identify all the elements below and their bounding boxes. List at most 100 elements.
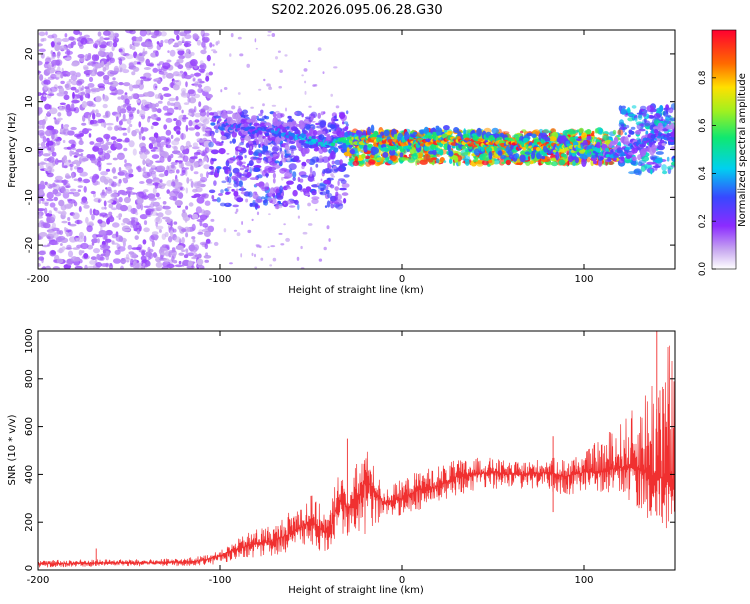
spectrogram-cell	[154, 94, 159, 99]
spectrogram-cell	[96, 71, 105, 76]
spectrogram-cell	[129, 123, 133, 128]
spectrogram-cell	[256, 174, 263, 179]
spectrogram-cell	[67, 199, 76, 204]
spectrogram-cell	[50, 129, 59, 135]
spectrogram-cell	[154, 78, 161, 81]
spectrogram-cell	[384, 156, 390, 163]
spectrogram-cell	[175, 96, 179, 101]
spectrogram-cell	[70, 74, 78, 81]
spectrogram-cell	[112, 77, 116, 81]
spectrogram-cell	[110, 136, 117, 141]
spectrogram-cell	[481, 160, 489, 166]
spectrogram-cell	[585, 129, 592, 135]
spectrogram-cell	[318, 119, 327, 126]
spectrogram-cell	[38, 215, 44, 219]
spectrogram-cell	[48, 183, 58, 188]
spectrogram-ridge-cell	[231, 131, 237, 138]
spectrogram-cell	[76, 237, 85, 243]
spectrogram-cell	[208, 189, 216, 194]
spectrogram-cell	[51, 151, 57, 157]
spectrogram-cell	[646, 105, 655, 113]
spectrogram-cell	[214, 141, 221, 145]
spectrogram-cell	[309, 172, 313, 177]
spectrogram-cell	[282, 159, 285, 163]
spectrogram-cell	[174, 236, 181, 243]
spectrogram-cell	[178, 104, 182, 111]
spectrogram-cell	[232, 138, 236, 144]
spectrogram-cell	[151, 240, 155, 247]
spectrogram-cell	[279, 150, 285, 155]
spectrogram-cell	[45, 213, 53, 217]
spectrogram-cell	[505, 159, 511, 165]
spectrogram-cell	[83, 66, 89, 71]
spectrogram-cell	[208, 165, 214, 170]
spectrogram-cell	[399, 157, 408, 161]
spectrogram-ridge-cell	[389, 149, 396, 156]
spectrogram-cell	[258, 88, 262, 91]
spectrogram-ridge-cell	[536, 147, 541, 152]
spectrogram-cell	[64, 227, 67, 232]
spectrogram-cell	[317, 47, 322, 51]
spectrogram-cell	[286, 186, 291, 190]
spectrogram-cell	[205, 252, 209, 256]
spectrogram-cell	[72, 147, 77, 151]
spectrogram-cell	[153, 83, 158, 91]
spectrogram-cell	[138, 82, 145, 90]
spectrogram-cell	[131, 107, 137, 111]
spectrogram-ridge-cell	[356, 130, 363, 136]
spectrogram-cell	[97, 238, 100, 244]
spectrogram-cell	[285, 107, 287, 112]
spectrogram-cell	[443, 129, 447, 133]
spectrogram-cell	[53, 207, 58, 211]
spectrogram-cell	[231, 175, 238, 180]
spectrogram-cell	[48, 156, 55, 164]
spectrogram-cell	[198, 68, 206, 73]
spectrogram-cell	[108, 51, 114, 58]
spectrogram-cell	[185, 187, 188, 194]
spectrogram-cell	[301, 165, 305, 170]
colorbar-tick-label: 0.8	[698, 70, 708, 85]
spectrogram-cell	[633, 168, 642, 175]
spectrogram-cell	[78, 231, 84, 239]
spectrogram-cell	[211, 195, 215, 200]
spectrogram-cell	[240, 253, 243, 258]
spectrogram-ridge-cell	[330, 142, 336, 147]
spectrogram-cell	[167, 155, 172, 163]
spectrogram-cell	[147, 116, 152, 119]
spectrogram-cell	[334, 195, 338, 202]
spectrogram-cell	[637, 114, 643, 121]
spectrogram-cell	[168, 169, 174, 174]
spectrogram-cell	[245, 142, 250, 148]
spectrogram-cell	[190, 165, 194, 172]
spectrogram-cell	[142, 166, 146, 173]
spectrogram-cell	[192, 78, 196, 82]
spectrogram-cell	[272, 164, 281, 169]
spectrogram-cell	[124, 137, 130, 143]
spectrogram-cell	[133, 40, 140, 48]
spectrogram-cell	[246, 166, 251, 170]
spectrogram-cell	[178, 192, 184, 199]
page-title: S202.2026.095.06.28.G30	[271, 3, 442, 18]
spectrogram-cell	[343, 198, 347, 204]
spectrogram-ridge-cell	[593, 160, 597, 164]
spectrogram-cell	[641, 155, 650, 162]
spectrogram-cell	[51, 133, 55, 140]
spectrogram-cell	[48, 230, 57, 237]
spectrogram-cell	[258, 113, 263, 117]
spectrogram-cell	[247, 229, 252, 234]
spectrogram-cell	[263, 78, 266, 82]
spectrogram-cell	[236, 158, 239, 162]
spectrogram-cell	[141, 51, 146, 57]
spectrogram-cell	[326, 177, 334, 181]
spectrogram-cell	[229, 140, 232, 144]
spectrogram-cell	[228, 170, 232, 174]
spectrogram-ridge-cell	[605, 147, 610, 152]
spectrogram-ridge-cell	[531, 150, 536, 160]
spectrogram-cell	[145, 178, 153, 184]
spectrogram-cell	[188, 144, 192, 148]
spectrogram-cell	[299, 178, 304, 183]
spectrogram-cell	[97, 181, 100, 185]
spectrogram-cell	[616, 134, 621, 138]
spectrogram-cell	[78, 206, 82, 213]
